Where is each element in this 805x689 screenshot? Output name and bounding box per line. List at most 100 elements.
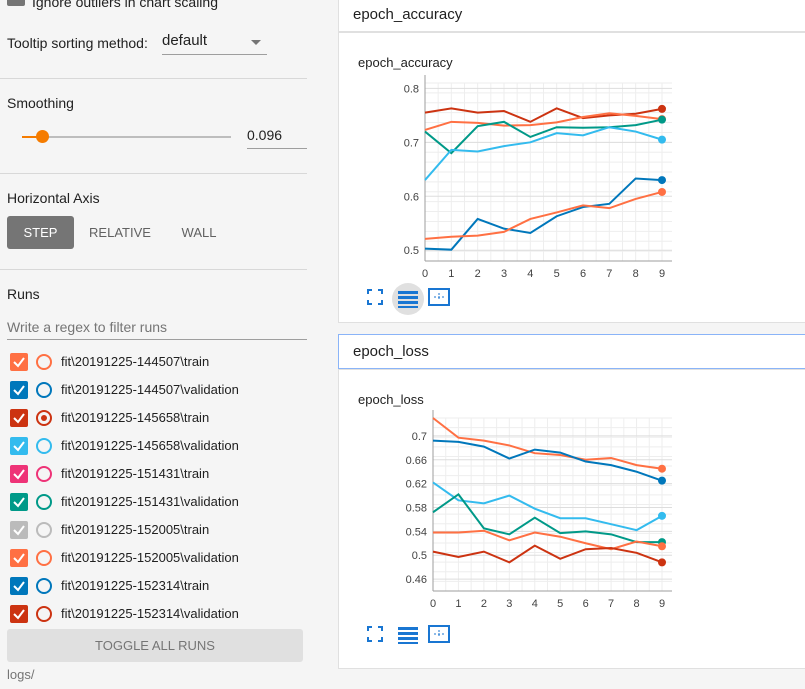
run-row[interactable]: fit\20191225-151431\train <box>10 464 310 484</box>
run-label: fit\20191225-145658\train <box>61 410 210 425</box>
smoothing-slider-thumb[interactable] <box>36 130 50 143</box>
y-tick-label: 0.54 <box>406 526 427 538</box>
run-label: fit\20191225-144507\train <box>61 354 210 369</box>
run-checkbox[interactable] <box>10 549 28 567</box>
check-icon <box>13 497 25 508</box>
tooltip-sorting-label: Tooltip sorting method: <box>7 35 148 51</box>
check-icon <box>13 469 25 480</box>
chart-card-epoch-loss: epoch_loss 0.46 0.5 0.54 0.58 0.62 0.66 0.7 0 1 2… <box>338 369 805 669</box>
fullscreen-icon[interactable] <box>361 620 389 648</box>
group-header-epoch-accuracy[interactable]: epoch_accuracy <box>338 0 805 32</box>
divider <box>0 78 307 79</box>
series-line <box>424 126 663 181</box>
run-checkbox[interactable] <box>10 493 28 511</box>
series-end-point <box>658 558 666 567</box>
x-tick-label: 2 <box>475 268 481 280</box>
x-tick-label: 5 <box>557 598 563 610</box>
run-checkbox[interactable] <box>10 409 28 427</box>
y-tick-label: 0.5 <box>404 245 419 257</box>
run-row[interactable]: fit\20191225-152314\validation <box>10 604 310 624</box>
series-line <box>432 544 663 564</box>
run-label: fit\20191225-144507\validation <box>61 382 239 397</box>
run-row[interactable]: fit\20191225-145658\validation <box>10 436 310 456</box>
run-row[interactable]: fit\20191225-151431\validation <box>10 492 310 512</box>
series-end-point <box>658 511 666 520</box>
axis-relative-button[interactable]: RELATIVE <box>89 225 151 240</box>
x-tick-label: 3 <box>501 268 507 280</box>
epoch-loss-chart: 0.46 0.5 0.54 0.58 0.62 0.66 0.7 0 1 2 3 4 5 6 7 8 9 <box>406 410 672 610</box>
toggle-log-scale-icon[interactable] <box>392 283 424 315</box>
check-icon <box>13 357 25 368</box>
axis-wall-button[interactable]: WALL <box>181 225 217 240</box>
fit-domain-icon[interactable] <box>425 283 453 311</box>
series-end-point <box>658 542 666 551</box>
x-tick-label: 7 <box>608 598 614 610</box>
run-row[interactable]: fit\20191225-144507\validation <box>10 380 310 400</box>
toggle-all-runs-button[interactable]: TOGGLE ALL RUNS <box>7 629 303 662</box>
chart-card-epoch-accuracy: epoch_accuracy 0.5 0.6 0.7 0.8 0 1 2 3 4 5 6 7 8 9 <box>338 32 805 323</box>
check-icon <box>13 385 25 396</box>
run-radio[interactable] <box>36 382 52 398</box>
toggle-log-scale-icon[interactable] <box>394 620 422 648</box>
x-tick-label: 8 <box>633 268 639 280</box>
run-row[interactable]: fit\20191225-144507\train <box>10 352 310 372</box>
axis-step-button[interactable]: STEP <box>7 216 74 249</box>
run-label: fit\20191225-151431\validation <box>61 494 239 509</box>
fit-domain-icon[interactable] <box>425 620 453 648</box>
run-row[interactable]: fit\20191225-152005\train <box>10 520 310 540</box>
run-checkbox[interactable] <box>10 381 28 399</box>
smoothing-value-input[interactable]: 0.096 <box>247 122 307 149</box>
run-label: fit\20191225-152005\train <box>61 522 210 537</box>
series-end-point <box>658 135 666 144</box>
x-tick-label: 9 <box>659 268 665 280</box>
series-line <box>432 417 663 470</box>
series-end-point <box>658 104 666 113</box>
x-tick-label: 4 <box>527 268 533 280</box>
run-radio[interactable] <box>36 438 52 454</box>
run-radio[interactable] <box>36 494 52 510</box>
run-radio[interactable] <box>36 354 52 370</box>
y-tick-label: 0.7 <box>404 137 419 149</box>
run-checkbox[interactable] <box>10 577 28 595</box>
run-radio[interactable] <box>36 522 52 538</box>
x-tick-label: 7 <box>606 268 612 280</box>
y-tick-label: 0.5 <box>412 550 427 562</box>
x-tick-label: 3 <box>506 598 512 610</box>
series-line <box>424 177 663 251</box>
run-row[interactable]: fit\20191225-145658\train <box>10 408 310 428</box>
run-row[interactable]: fit\20191225-152005\validation <box>10 548 310 568</box>
x-tick-label: 1 <box>448 268 454 280</box>
runs-filter-input[interactable]: Write a regex to filter runs <box>7 312 307 340</box>
fullscreen-icon[interactable] <box>361 283 389 311</box>
tooltip-sorting-select[interactable]: default <box>162 28 267 55</box>
run-radio[interactable] <box>36 550 52 566</box>
run-row[interactable]: fit\20191225-152314\train <box>10 576 310 596</box>
y-tick-label: 0.7 <box>412 431 427 443</box>
run-radio[interactable] <box>36 410 52 426</box>
group-header-epoch-loss[interactable]: epoch_loss <box>338 334 805 369</box>
smoothing-slider-track[interactable] <box>42 136 231 138</box>
y-tick-label: 0.58 <box>406 502 427 514</box>
y-tick-label: 0.6 <box>404 191 419 203</box>
run-checkbox[interactable] <box>10 437 28 455</box>
ignore-outliers-checkbox[interactable] <box>7 0 25 6</box>
x-tick-label: 1 <box>455 598 461 610</box>
run-checkbox[interactable] <box>10 465 28 483</box>
run-radio[interactable] <box>36 466 52 482</box>
run-label: fit\20191225-151431\train <box>61 466 210 481</box>
series-line <box>432 439 663 482</box>
x-tick-label: 8 <box>633 598 639 610</box>
run-checkbox[interactable] <box>10 605 28 623</box>
logdir-label: logs/ <box>7 667 35 682</box>
y-tick-label: 0.46 <box>406 574 427 586</box>
run-radio[interactable] <box>36 578 52 594</box>
run-radio[interactable] <box>36 606 52 622</box>
runs-title: Runs <box>7 286 40 302</box>
run-checkbox[interactable] <box>10 353 28 371</box>
run-label: fit\20191225-152314\validation <box>61 606 239 621</box>
run-checkbox[interactable] <box>10 521 28 539</box>
series-line <box>432 492 662 544</box>
series-end-point <box>658 187 666 196</box>
x-tick-label: 6 <box>583 598 589 610</box>
series-end-point <box>658 476 666 485</box>
